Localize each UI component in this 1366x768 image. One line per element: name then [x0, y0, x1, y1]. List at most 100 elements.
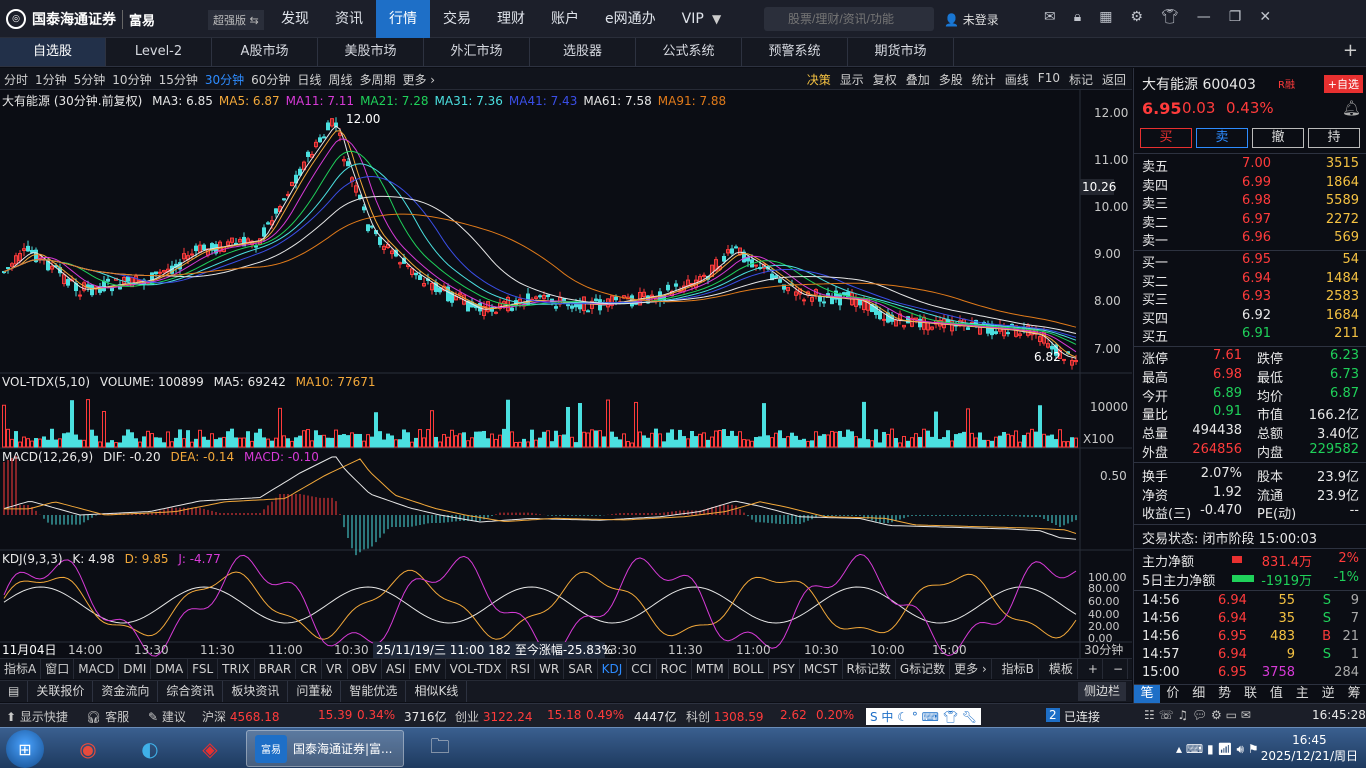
indicator-tab-19[interactable]: ROC [657, 659, 692, 679]
link-tab-5[interactable]: 智能优选 [341, 681, 407, 702]
chevron-down-icon[interactable]: ▼ [712, 12, 722, 26]
indicator-tab-22[interactable]: PSY [769, 659, 800, 679]
chart-tool-5[interactable]: 统计 [971, 73, 996, 87]
chart-tool-6[interactable]: 画线 [1004, 73, 1029, 87]
quote-tab-1[interactable]: 价 [1166, 686, 1180, 701]
period-5[interactable]: 30分钟 [204, 73, 245, 87]
edge-icon[interactable]: ◐ [141, 736, 159, 761]
gear-icon[interactable]: ⚙ [1130, 9, 1143, 25]
link-tab-0[interactable]: 关联报价 [28, 681, 94, 702]
quote-tab-2[interactable]: 细 [1192, 686, 1206, 701]
quote-tab-7[interactable]: 逆 [1321, 686, 1335, 701]
indicator-tab-13[interactable]: VOL-TDX [446, 659, 507, 679]
suggest-button[interactable]: ✎ 建议 [148, 710, 186, 724]
chart-tool-4[interactable]: 多股 [938, 73, 963, 87]
indicator-tab-6[interactable]: TRIX [218, 659, 255, 679]
period-10[interactable]: 更多 › [402, 73, 436, 87]
sidebar-button[interactable]: 侧边栏 [1077, 682, 1126, 701]
kline-chart-area[interactable]: 12.00 11.00 10.00 9.00 8.00 7.00 10.26 12.00 6.8… [0, 90, 1132, 658]
indicator-tab-11[interactable]: ASI [382, 659, 411, 679]
link-tab-1[interactable]: 资金流向 [93, 681, 159, 702]
period-6[interactable]: 60分钟 [251, 73, 291, 87]
ime-toolbar[interactable]: S 中 ☾ ° ⌨ 👕︎ 🔧︎ [866, 708, 982, 725]
period-0[interactable]: 分时 [4, 73, 29, 87]
minimize-icon[interactable]: — [1196, 9, 1211, 25]
trade-btn-2[interactable]: 撤 [1252, 128, 1304, 148]
trade-btn-3[interactable]: 持 [1308, 128, 1360, 148]
indicator-tab-16[interactable]: SAR [564, 659, 598, 679]
quote-tab-4[interactable]: 联 [1244, 686, 1258, 701]
indicator-tab-3[interactable]: DMI [119, 659, 152, 679]
quote-tab-8[interactable]: 筹 [1347, 686, 1361, 701]
chart-tool-7[interactable]: F10 [1037, 71, 1060, 85]
indicator-tab-10[interactable]: OBV [348, 659, 383, 679]
tray-clock[interactable]: 16:45 2025/12/21/周日 [1261, 732, 1358, 764]
start-button[interactable]: ⊞ [6, 730, 44, 768]
quote-tab-5[interactable]: 值 [1269, 686, 1283, 701]
market-tab-0[interactable]: 自选股 [0, 38, 106, 66]
service-button[interactable]: 🎧︎ 客服 [86, 710, 130, 724]
nav-item-2[interactable]: 行情 [376, 0, 430, 38]
file-explorer-icon[interactable]: 🗀︎ [430, 733, 450, 758]
indicator-tab-14[interactable]: RSI [507, 659, 536, 679]
cy-index[interactable]: 创业 3122.24 [455, 710, 533, 724]
lock-icon[interactable]: 🔒︎ [1073, 9, 1082, 25]
market-tab-4[interactable]: 外汇市场 [424, 38, 530, 66]
indicator-right-0[interactable]: 指标B [998, 659, 1039, 679]
kline-chart-svg[interactable]: 12.00 11.00 10.00 9.00 8.00 7.00 10.26 12.00 6.8… [0, 90, 1132, 658]
period-4[interactable]: 15分钟 [158, 73, 198, 87]
nav-item-4[interactable]: 理财 [497, 11, 525, 27]
indicator-tab-7[interactable]: BRAR [255, 659, 297, 679]
indicator-tab-26[interactable]: 更多 › [950, 659, 992, 679]
indicator-tab-12[interactable]: EMV [410, 659, 446, 679]
market-tab-6[interactable]: 公式系统 [636, 38, 742, 66]
nav-item-0[interactable]: 发现 [281, 11, 309, 27]
trade-btn-0[interactable]: 买 [1140, 128, 1192, 148]
indicator-tab-15[interactable]: WR [535, 659, 565, 679]
taskbar-active-app[interactable]: 富易 国泰海通证券|富... [246, 730, 404, 767]
chart-tool-8[interactable]: 标记 [1068, 73, 1093, 87]
link-collapse-icon[interactable]: ▤ [0, 681, 29, 702]
indicator-tab-0[interactable]: 指标A [0, 659, 42, 679]
add-watchlist-button[interactable]: +自选 [1323, 75, 1363, 93]
nav-item-5[interactable]: 账户 [551, 11, 579, 27]
quote-tab-3[interactable]: 势 [1218, 686, 1232, 701]
indicator-tab-9[interactable]: VR [322, 659, 348, 679]
search-input[interactable] [764, 7, 934, 31]
indicator-tab-20[interactable]: MTM [692, 659, 729, 679]
market-tab-2[interactable]: A股市场 [212, 38, 318, 66]
link-tab-3[interactable]: 板块资讯 [223, 681, 289, 702]
chrome-icon[interactable]: ◉ [79, 736, 97, 761]
indicator-tab-18[interactable]: CCI [627, 659, 657, 679]
period-8[interactable]: 周线 [328, 73, 353, 87]
shirt-icon[interactable]: 👕︎ [1160, 9, 1179, 25]
nav-item-7[interactable]: VIP [681, 11, 704, 27]
period-1[interactable]: 1分钟 [35, 73, 67, 87]
market-tab-5[interactable]: 选股器 [530, 38, 636, 66]
sh-index[interactable]: 沪深 4568.18 [202, 710, 280, 724]
chart-tool-2[interactable]: 复权 [872, 73, 897, 87]
app-icon[interactable]: ◈ [202, 736, 218, 761]
chart-tool-1[interactable]: 显示 [839, 73, 864, 87]
link-tab-6[interactable]: 相似K线 [406, 681, 468, 702]
grid-icon[interactable]: ▦ [1099, 9, 1113, 25]
period-3[interactable]: 10分钟 [112, 73, 152, 87]
mail-icon[interactable]: ✉ [1044, 9, 1056, 25]
quote-tab-0[interactable]: 笔 [1134, 685, 1160, 703]
indicator-tab-5[interactable]: FSL [188, 659, 219, 679]
add-tab-icon[interactable]: + [1342, 40, 1358, 61]
trade-btn-1[interactable]: 卖 [1196, 128, 1248, 148]
status-icons[interactable]: ☷ ☏ ♫ 💬︎ ⚙ ▭ ✉ [1144, 708, 1251, 722]
period-2[interactable]: 5分钟 [73, 73, 106, 87]
nav-item-1[interactable]: 资讯 [335, 11, 363, 27]
market-tab-7[interactable]: 预警系统 [742, 38, 848, 66]
nav-item-3[interactable]: 交易 [443, 11, 471, 27]
bell-icon[interactable]: 🔔︎ [1341, 99, 1361, 117]
restore-icon[interactable]: ❐ [1228, 9, 1242, 25]
chart-tool-9[interactable]: 返回 [1101, 73, 1126, 87]
shortcut-button[interactable]: ⬆ 显示快捷 [6, 710, 68, 724]
link-tab-2[interactable]: 综合资讯 [158, 681, 224, 702]
period-9[interactable]: 多周期 [359, 73, 396, 87]
indicator-tab-21[interactable]: BOLL [729, 659, 769, 679]
market-tab-1[interactable]: Level-2 [106, 38, 212, 66]
